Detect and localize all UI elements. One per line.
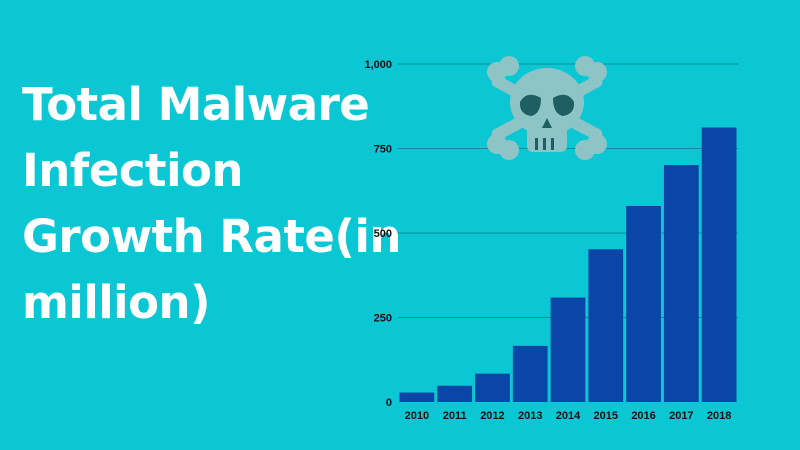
x-tick-label: 2011 <box>443 410 467 422</box>
x-tick-label: 2013 <box>518 410 542 422</box>
bar-2016 <box>626 205 661 402</box>
bars <box>399 127 737 402</box>
bar-2018 <box>701 127 737 402</box>
y-tick-label: 250 <box>374 313 392 325</box>
x-tick-label: 2010 <box>405 410 429 422</box>
bar-2011 <box>437 385 473 402</box>
bar-2017 <box>663 165 699 402</box>
x-tick-label: 2016 <box>631 410 655 422</box>
x-tick-label: 2018 <box>707 410 731 422</box>
x-tick-label: 2017 <box>669 410 693 422</box>
title-line-1: Total Malware <box>22 78 370 131</box>
title-line-4: million) <box>22 276 211 329</box>
y-tick-label: 500 <box>374 228 392 240</box>
bar-2012 <box>475 373 510 402</box>
x-tick-label: 2012 <box>480 410 504 422</box>
y-tick-label: 1,000 <box>364 59 392 71</box>
y-tick-label: 750 <box>374 144 392 156</box>
bar-2015 <box>588 249 624 402</box>
bar-2010 <box>399 392 435 402</box>
skull-crossbones-icon <box>487 56 607 160</box>
x-tick-label: 2015 <box>594 410 618 422</box>
x-axis-ticks: 2010 2011 2012 2013 2014 2015 2016 2017 2018 <box>405 410 732 422</box>
x-tick-label: 2014 <box>556 410 581 422</box>
title-line-3: Growth Rate(in <box>22 210 401 263</box>
y-axis-ticks: 0 250 500 750 1,000 <box>364 59 392 409</box>
chart-title: Total Malware Infection Growth Rate(in m… <box>22 72 401 336</box>
y-tick-label: 0 <box>386 397 392 409</box>
title-line-2: Infection <box>22 144 243 197</box>
bar-2014 <box>550 297 586 402</box>
bar-2013 <box>512 345 548 402</box>
